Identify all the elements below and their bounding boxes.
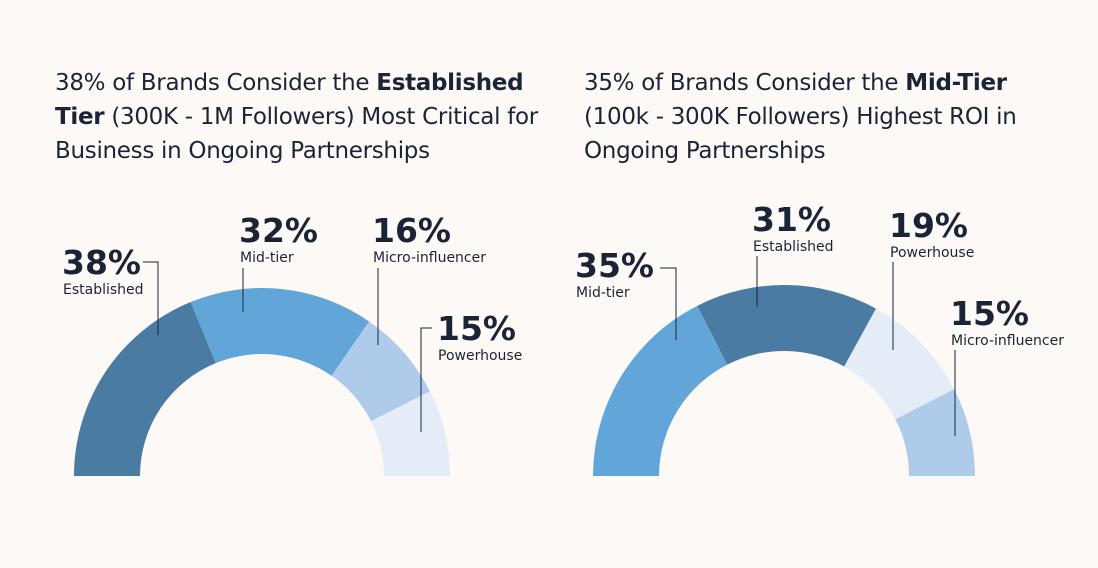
donut-segment bbox=[331, 321, 430, 422]
leader-line bbox=[420, 327, 432, 432]
category-label: Mid-tier bbox=[576, 285, 630, 301]
category-label: Powerhouse bbox=[438, 348, 522, 364]
value-label: 38% bbox=[62, 243, 141, 282]
donut-segment bbox=[844, 308, 955, 420]
chart-title: 38% of Brands Consider the Established T… bbox=[55, 66, 545, 168]
category-label: Established bbox=[753, 239, 834, 255]
value-label: 31% bbox=[752, 200, 831, 239]
title-part: Established Tier bbox=[55, 70, 524, 130]
chart-title: 35% of Brands Consider the Mid-Tier (100… bbox=[584, 66, 1074, 168]
donut-segment bbox=[370, 391, 450, 476]
donut-segment bbox=[593, 305, 728, 476]
value-label: 19% bbox=[889, 206, 968, 245]
value-label: 32% bbox=[239, 211, 318, 250]
value-label: 15% bbox=[950, 294, 1029, 333]
leader-line bbox=[660, 267, 677, 340]
donut-segment bbox=[697, 285, 877, 367]
category-label: Micro-influencer bbox=[373, 250, 486, 266]
title-part: 35% of Brands Consider the bbox=[584, 70, 906, 96]
category-label: Established bbox=[63, 282, 144, 298]
leader-line bbox=[143, 261, 159, 335]
donut-segment bbox=[74, 302, 216, 476]
category-label: Mid-tier bbox=[240, 250, 294, 266]
donut-segment bbox=[190, 287, 370, 376]
title-part: 38% of Brands Consider the bbox=[55, 70, 377, 96]
title-part: (100k - 300K Followers) Highest ROI in O… bbox=[584, 104, 1017, 164]
title-part: Mid-Tier bbox=[905, 70, 1007, 96]
category-label: Powerhouse bbox=[890, 245, 974, 261]
value-label: 15% bbox=[437, 309, 516, 348]
category-label: Micro-influencer bbox=[951, 333, 1064, 349]
value-label: 16% bbox=[372, 211, 451, 250]
title-part: (300K - 1M Followers) Most Critical for … bbox=[55, 104, 538, 164]
value-label: 35% bbox=[575, 246, 654, 285]
